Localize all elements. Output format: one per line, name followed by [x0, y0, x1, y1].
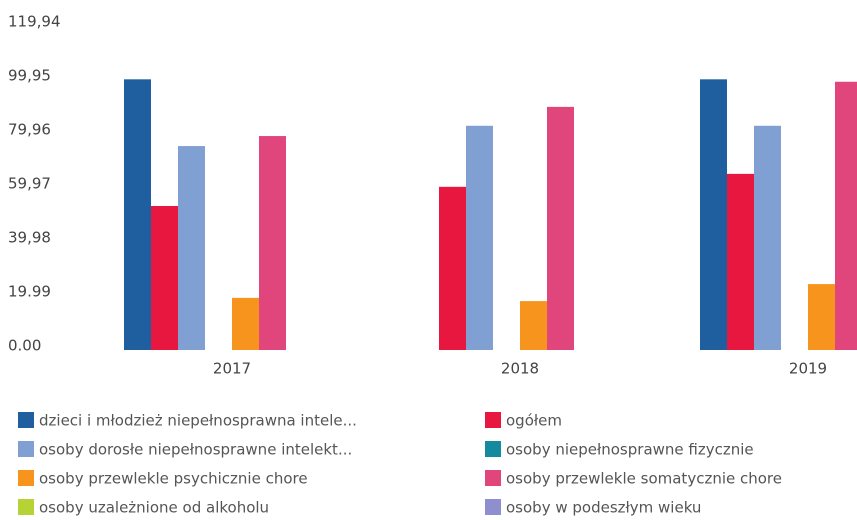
legend-swatch — [485, 499, 501, 515]
bar — [727, 173, 754, 350]
bar — [178, 146, 205, 350]
bar — [259, 136, 286, 350]
legend-swatch — [18, 470, 34, 486]
bar — [700, 79, 727, 351]
legend-swatch — [485, 441, 501, 457]
legend-label: osoby w podeszłym wieku — [506, 499, 701, 517]
bar — [466, 125, 493, 350]
legend-label: dzieci i młodzież niepełnosprawna intele… — [39, 412, 357, 430]
y-tick-label: 39,98 — [8, 229, 51, 247]
legend-item[interactable]: osoby w podeszłym wieku — [485, 499, 701, 517]
y-tick-label: 99,95 — [8, 67, 51, 85]
legend-swatch — [18, 499, 34, 515]
bar — [754, 125, 781, 350]
x-tick-label: 2018 — [501, 360, 539, 378]
x-tick-label: 2019 — [789, 360, 827, 378]
y-tick-label: 19.99 — [8, 283, 51, 301]
legend-label: osoby przewlekle somatycznie chore — [506, 470, 782, 488]
y-tick-label: 119,94 — [8, 13, 61, 31]
bar — [151, 206, 178, 350]
legend-item[interactable]: osoby niepełnosprawne fizycznie — [485, 441, 754, 459]
bar — [520, 301, 547, 350]
y-tick-label: 0.00 — [8, 337, 41, 355]
legend-label: osoby przewlekle psychicznie chore — [39, 470, 308, 488]
bar — [835, 81, 857, 351]
bar — [439, 186, 466, 350]
legend-item[interactable]: osoby przewlekle somatycznie chore — [485, 470, 782, 488]
legend-item[interactable]: osoby dorosłe niepełnosprawne intelekt..… — [18, 441, 352, 459]
x-tick-label: 2017 — [213, 360, 251, 378]
bar — [547, 106, 574, 350]
legend-swatch — [485, 412, 501, 428]
legend-label: osoby uzależnione od alkoholu — [39, 499, 269, 517]
bar — [808, 284, 835, 350]
legend-item[interactable]: ogółem — [485, 412, 562, 430]
legend-label: osoby dorosłe niepełnosprawne intelekt..… — [39, 441, 352, 459]
plot-area — [124, 79, 857, 351]
y-tick-label: 79,96 — [8, 121, 51, 139]
legend-item[interactable]: osoby uzależnione od alkoholu — [18, 499, 269, 517]
bar — [232, 297, 259, 350]
legend-item[interactable]: dzieci i młodzież niepełnosprawna intele… — [18, 412, 357, 430]
legend-label: ogółem — [506, 412, 562, 430]
y-tick-label: 59,97 — [8, 175, 51, 193]
legend-swatch — [18, 441, 34, 457]
legend-swatch — [18, 412, 34, 428]
legend-swatch — [485, 470, 501, 486]
legend-item[interactable]: osoby przewlekle psychicznie chore — [18, 470, 308, 488]
bar — [124, 79, 151, 351]
legend-label: osoby niepełnosprawne fizycznie — [506, 441, 754, 459]
